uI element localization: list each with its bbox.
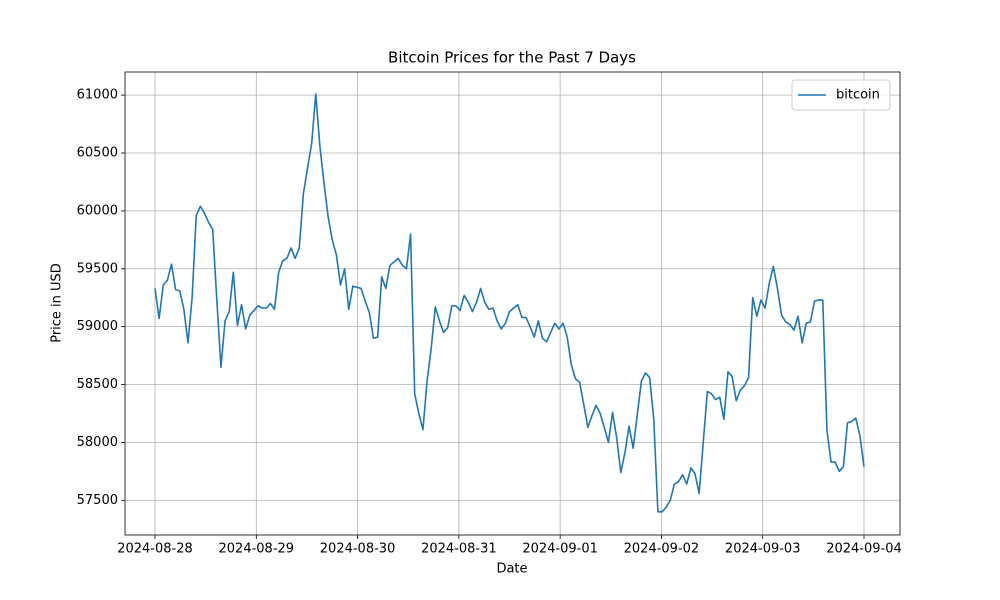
x-tick-label: 2024-08-28 — [117, 542, 193, 557]
legend-label: bitcoin — [836, 88, 880, 103]
y-tick-label: 61000 — [77, 88, 118, 103]
x-tick-label: 2024-08-30 — [320, 542, 396, 557]
x-tick-label: 2024-08-31 — [421, 542, 497, 557]
y-tick-label: 59000 — [77, 319, 118, 334]
y-tick-label: 59500 — [77, 261, 118, 276]
y-tick-label: 60500 — [77, 146, 118, 161]
y-tick-label: 58500 — [77, 377, 118, 392]
x-tick-label: 2024-09-03 — [725, 542, 801, 557]
x-tick-label: 2024-08-29 — [219, 542, 295, 557]
y-tick-label: 60000 — [77, 203, 118, 218]
legend-box — [791, 79, 891, 111]
chart-title: Bitcoin Prices for the Past 7 Days — [388, 49, 636, 67]
x-tick-label: 2024-09-02 — [624, 542, 700, 557]
x-tick-label: 2024-09-04 — [826, 542, 902, 557]
y-axis-label: Price in USD — [50, 263, 65, 343]
data-line — [154, 93, 865, 513]
y-tick-label: 58000 — [77, 435, 118, 450]
x-tick-label: 2024-09-01 — [522, 542, 598, 557]
x-axis-label: Date — [496, 562, 527, 577]
y-tick-label: 57500 — [77, 493, 118, 508]
plot-frame — [124, 71, 901, 536]
